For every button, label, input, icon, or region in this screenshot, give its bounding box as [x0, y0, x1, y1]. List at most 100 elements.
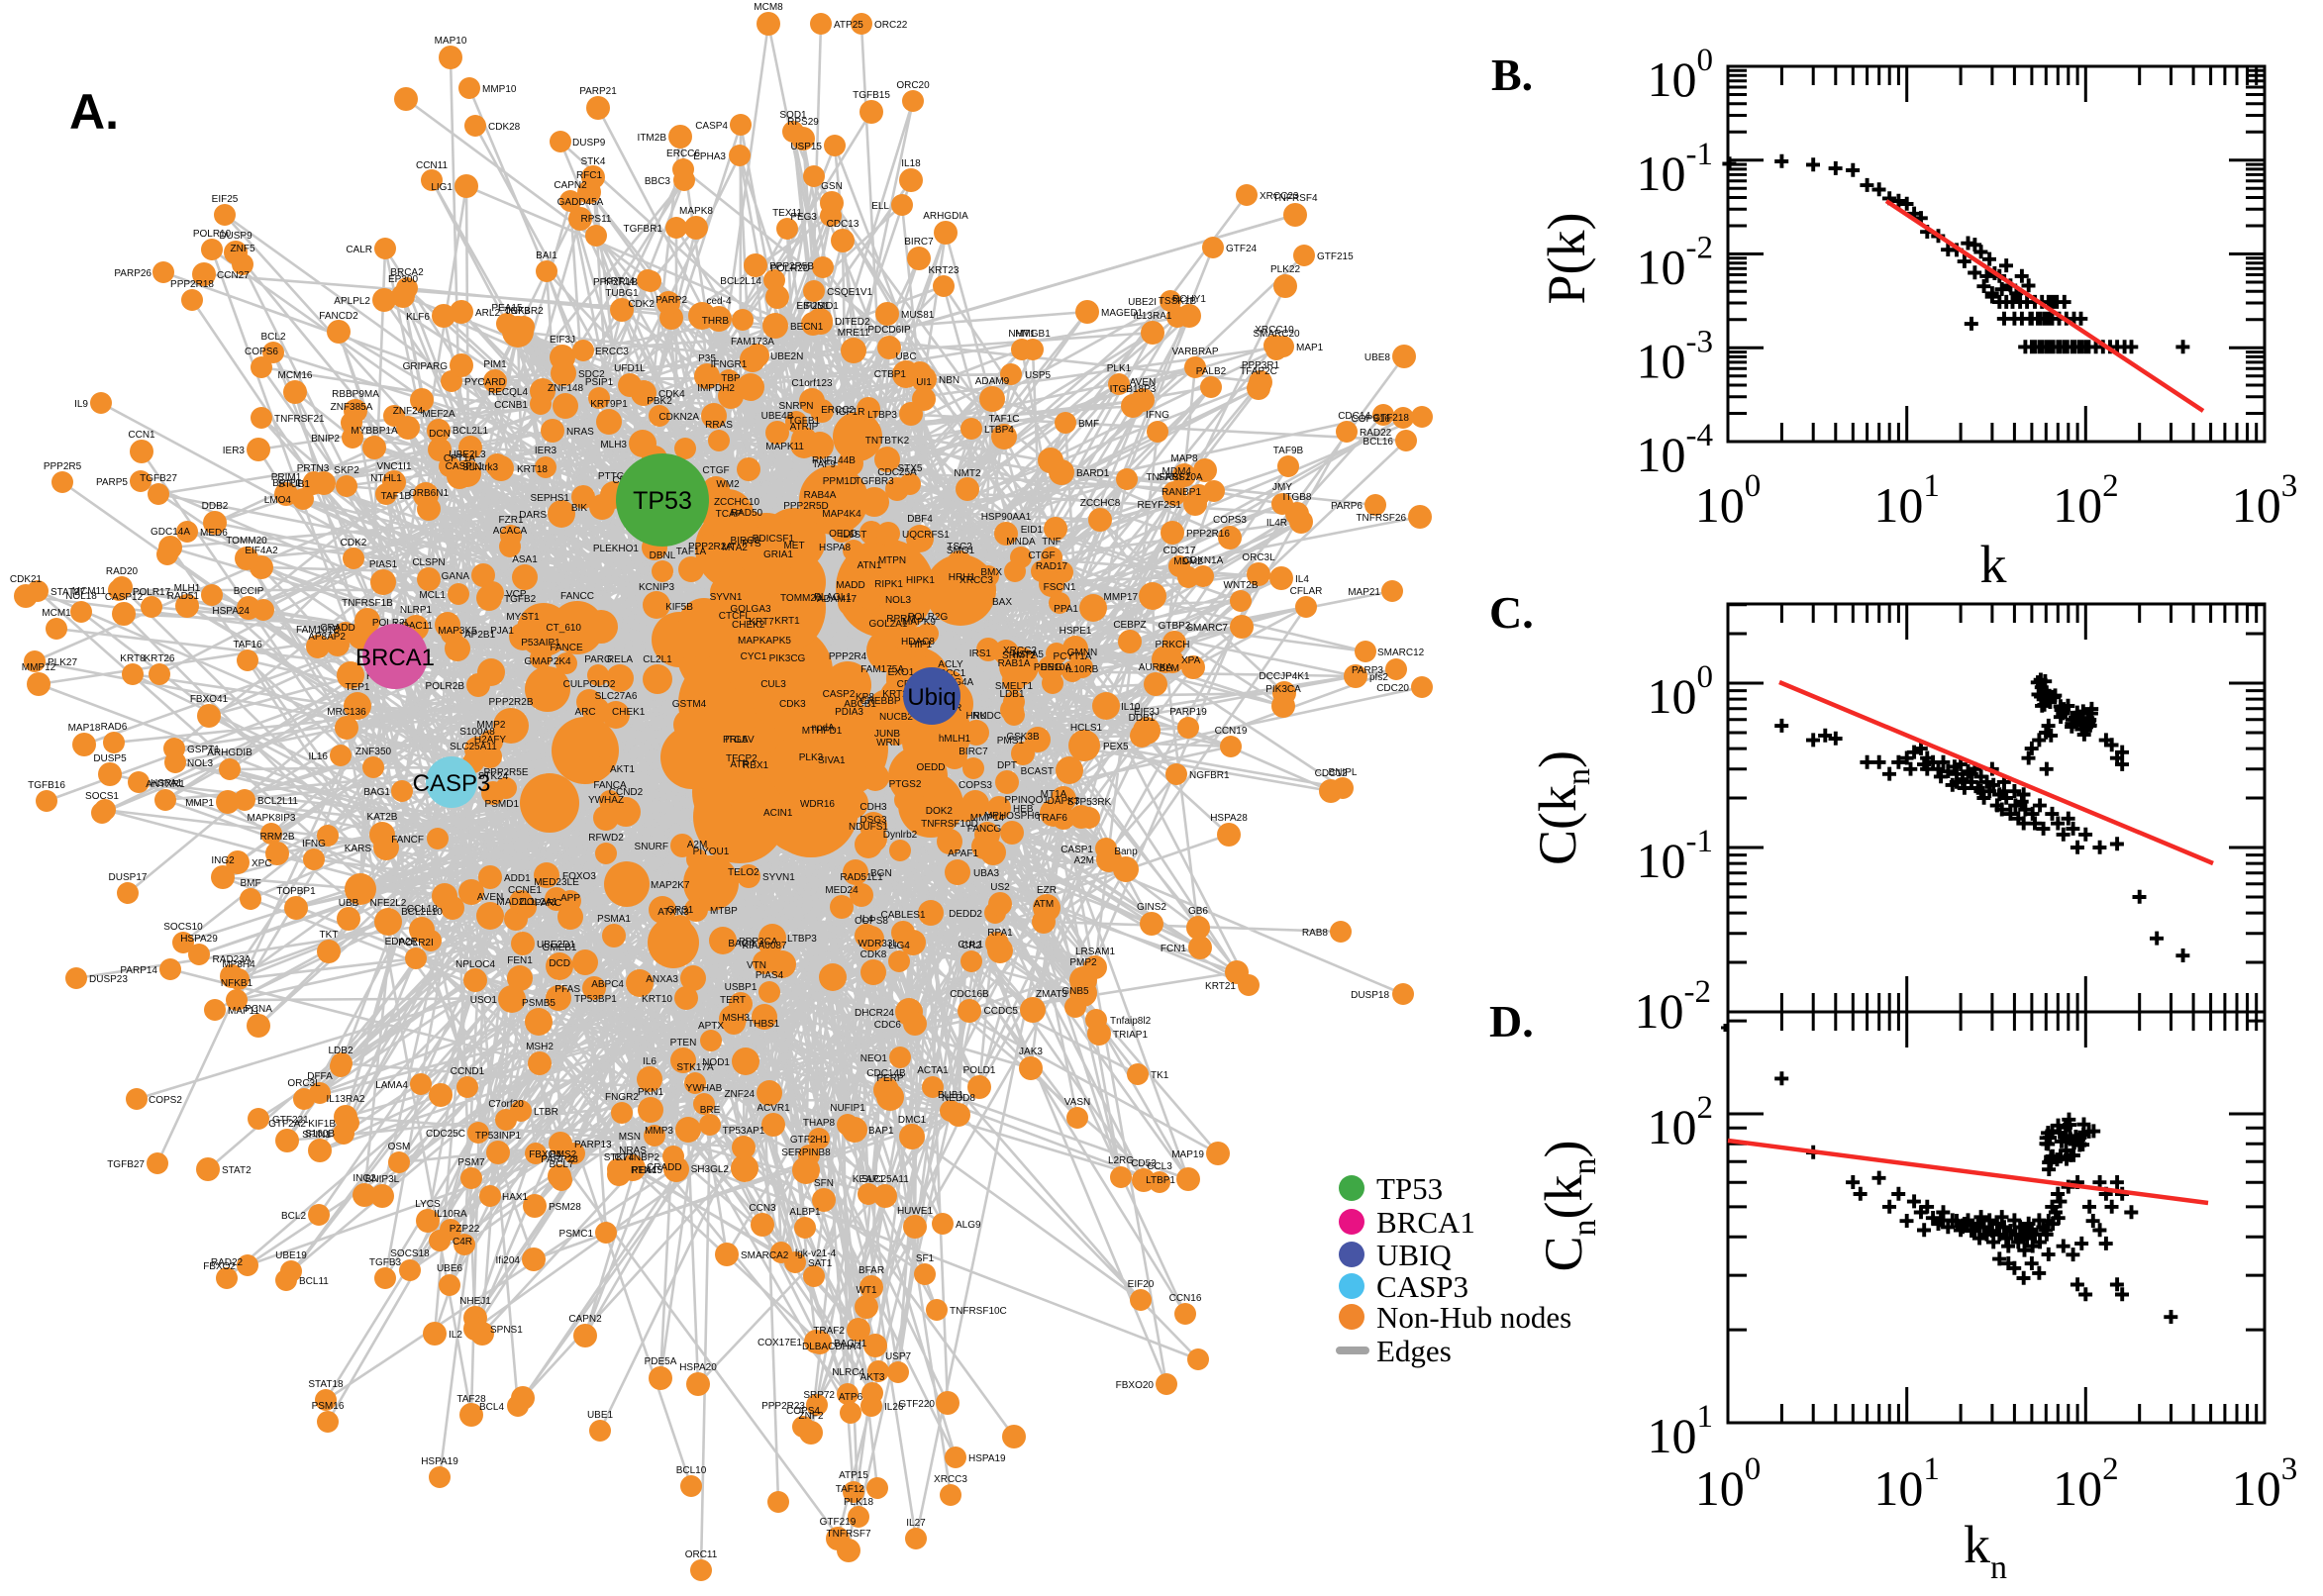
svg-text:POLR2B: POLR2B — [426, 681, 465, 692]
svg-text:ZNF385A: ZNF385A — [331, 402, 373, 413]
svg-text:Tnfaip8l2: Tnfaip8l2 — [1110, 1016, 1152, 1027]
svg-text:BRCA1: BRCA1 — [355, 645, 435, 671]
svg-text:LTBR: LTBR — [534, 1107, 558, 1118]
svg-text:ALBP1: ALBP1 — [789, 1207, 821, 1218]
svg-text:CDC6: CDC6 — [874, 1020, 902, 1031]
svg-text:WDR16: WDR16 — [800, 799, 835, 810]
svg-text:RCHY1: RCHY1 — [1172, 294, 1206, 305]
svg-text:BCL2L10: BCL2L10 — [401, 907, 443, 918]
svg-text:A.: A. — [69, 84, 119, 140]
svg-text:BNIPL: BNIPL — [1329, 767, 1358, 778]
svg-text:KRT10: KRT10 — [642, 994, 672, 1005]
svg-text:HSPA20: HSPA20 — [679, 1362, 717, 1373]
svg-text:CCN27: CCN27 — [217, 270, 250, 281]
svg-text:PARG: PARG — [584, 654, 612, 665]
svg-text:TGFB2: TGFB2 — [504, 594, 537, 605]
svg-text:SDC2: SDC2 — [578, 369, 605, 380]
svg-text:GANA: GANA — [442, 571, 470, 582]
svg-text:RPA1: RPA1 — [987, 928, 1013, 939]
svg-text:KRT14: KRT14 — [604, 276, 635, 287]
svg-text:ARHGDIA: ARHGDIA — [923, 211, 968, 222]
svg-text:ZNF148: ZNF148 — [548, 383, 584, 394]
svg-text:STK4: STK4 — [580, 156, 605, 167]
svg-text:GOLGA3: GOLGA3 — [730, 604, 771, 615]
svg-text:FSCN1: FSCN1 — [1044, 582, 1076, 593]
svg-text:NMT1: NMT1 — [1008, 329, 1036, 340]
svg-text:XRCC3: XRCC3 — [960, 575, 993, 586]
svg-text:SIVA1: SIVA1 — [818, 755, 846, 766]
svg-text:PSMD1: PSMD1 — [485, 799, 520, 810]
svg-text:CUL1: CUL1 — [958, 940, 983, 950]
svg-text:CASP3: CASP3 — [1376, 1269, 1468, 1304]
svg-text:CUL3: CUL3 — [760, 679, 786, 690]
svg-text:EP300: EP300 — [388, 274, 418, 285]
svg-text:BCL10: BCL10 — [676, 1465, 707, 1476]
svg-text:ACVR1: ACVR1 — [757, 1103, 790, 1114]
svg-text:UBE2D1: UBE2D1 — [537, 940, 575, 950]
svg-text:MPHOSPH6: MPHOSPH6 — [984, 811, 1041, 822]
svg-text:VASN: VASN — [1064, 1097, 1091, 1108]
svg-text:MYBBP1A: MYBBP1A — [351, 426, 398, 437]
svg-text:COX17E1: COX17E1 — [758, 1338, 802, 1348]
svg-text:MAPK8IP3: MAPK8IP3 — [248, 813, 296, 824]
svg-text:TGFBR1: TGFBR1 — [624, 224, 663, 235]
svg-text:MED6: MED6 — [200, 528, 228, 539]
svg-text:LAMA4: LAMA4 — [375, 1080, 408, 1091]
svg-text:ABPC4: ABPC4 — [591, 979, 624, 990]
svg-text:CDK8: CDK8 — [860, 949, 887, 960]
svg-text:YWHAB: YWHAB — [686, 1083, 723, 1094]
svg-text:GSTM4: GSTM4 — [672, 699, 707, 710]
svg-text:ABCB1: ABCB1 — [844, 699, 876, 710]
svg-text:SOCS1: SOCS1 — [85, 791, 119, 802]
svg-text:MRC136: MRC136 — [327, 707, 366, 718]
svg-text:FAM173A: FAM173A — [731, 337, 774, 348]
svg-text:RRAS: RRAS — [705, 420, 733, 431]
svg-text:NOL3: NOL3 — [187, 758, 214, 769]
svg-text:TSSK1B: TSSK1B — [1159, 296, 1197, 307]
svg-text:CDC17: CDC17 — [1163, 546, 1196, 556]
svg-text:CDC14: CDC14 — [1338, 411, 1370, 422]
svg-text:MAPK11: MAPK11 — [765, 442, 804, 452]
svg-text:RAD50: RAD50 — [731, 508, 763, 519]
svg-text:USBP1: USBP1 — [725, 982, 758, 993]
svg-text:IL13RA1: IL13RA1 — [1134, 311, 1172, 322]
svg-text:IFNGR1: IFNGR1 — [711, 359, 748, 370]
svg-text:HSP90AA1: HSP90AA1 — [981, 512, 1032, 523]
svg-text:STAT18: STAT18 — [308, 1379, 344, 1390]
svg-text:EIF25: EIF25 — [212, 194, 239, 205]
svg-text:PARP2: PARP2 — [656, 295, 687, 306]
svg-text:TGFB15: TGFB15 — [853, 90, 890, 101]
svg-text:USP15: USP15 — [790, 142, 822, 152]
svg-text:UQCRFS1: UQCRFS1 — [902, 530, 950, 541]
svg-text:TBP: TBP — [721, 373, 741, 384]
svg-text:ARL2: ARL2 — [475, 308, 500, 319]
svg-text:PPP2R5E: PPP2R5E — [483, 767, 528, 778]
svg-text:IL18: IL18 — [901, 158, 921, 169]
svg-text:RPRM: RPRM — [886, 614, 915, 625]
svg-text:LIG1: LIG1 — [431, 182, 453, 193]
svg-text:NGFBR1: NGFBR1 — [1189, 770, 1230, 781]
svg-text:CAPN2: CAPN2 — [568, 1314, 602, 1325]
svg-text:PLK27: PLK27 — [48, 657, 77, 668]
svg-text:PARP14: PARP14 — [120, 965, 157, 976]
svg-text:C(kn): C(kn) — [1528, 750, 1597, 865]
svg-text:EIF3J: EIF3J — [550, 335, 575, 346]
svg-text:PCNA: PCNA — [245, 1004, 272, 1015]
svg-text:SLC25A11: SLC25A11 — [450, 742, 497, 752]
svg-text:BIRC8: BIRC8 — [731, 536, 760, 547]
svg-text:NHEJ1: NHEJ1 — [459, 1296, 491, 1307]
svg-text:PMS2: PMS2 — [550, 1149, 577, 1160]
svg-text:IL10: IL10 — [1121, 702, 1141, 713]
svg-text:ANTXR1: ANTXR1 — [146, 779, 185, 790]
svg-text:FANCC: FANCC — [560, 591, 594, 602]
svg-text:HSPE1: HSPE1 — [1060, 626, 1092, 637]
svg-text:MTHFD1: MTHFD1 — [802, 726, 843, 737]
svg-text:THBS1: THBS1 — [748, 1019, 780, 1030]
svg-text:FANCD2: FANCD2 — [319, 311, 358, 322]
svg-text:PIAS1: PIAS1 — [369, 559, 398, 570]
svg-text:KCNIP3: KCNIP3 — [639, 582, 675, 593]
svg-text:S100B: S100B — [305, 1129, 335, 1140]
svg-text:MADD: MADD — [836, 580, 864, 591]
svg-text:BCL2L14: BCL2L14 — [720, 276, 761, 287]
svg-text:NEDD8: NEDD8 — [942, 1093, 975, 1104]
